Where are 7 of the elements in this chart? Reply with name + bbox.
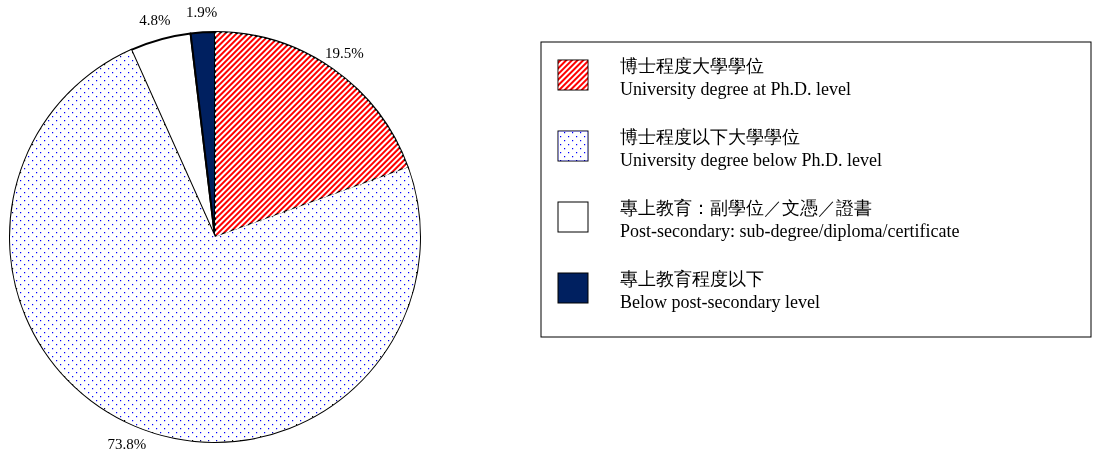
legend-label: 專上教育程度以下 Below post-secondary level [620, 269, 820, 312]
legend-label: 專上教育：副學位／文憑／證書 Post-secondary: sub-degree/diploma/certificate [620, 198, 960, 241]
data-label: 73.8% [107, 436, 147, 453]
legend-label: 博士程度大學學位 University degree at Ph.D. level [620, 56, 851, 99]
data-label: 4.8% [139, 12, 171, 29]
legend-label: 博士程度以下大學學位 University degree below Ph.D. level [620, 127, 882, 170]
data-label: 1.9% [185, 4, 218, 21]
